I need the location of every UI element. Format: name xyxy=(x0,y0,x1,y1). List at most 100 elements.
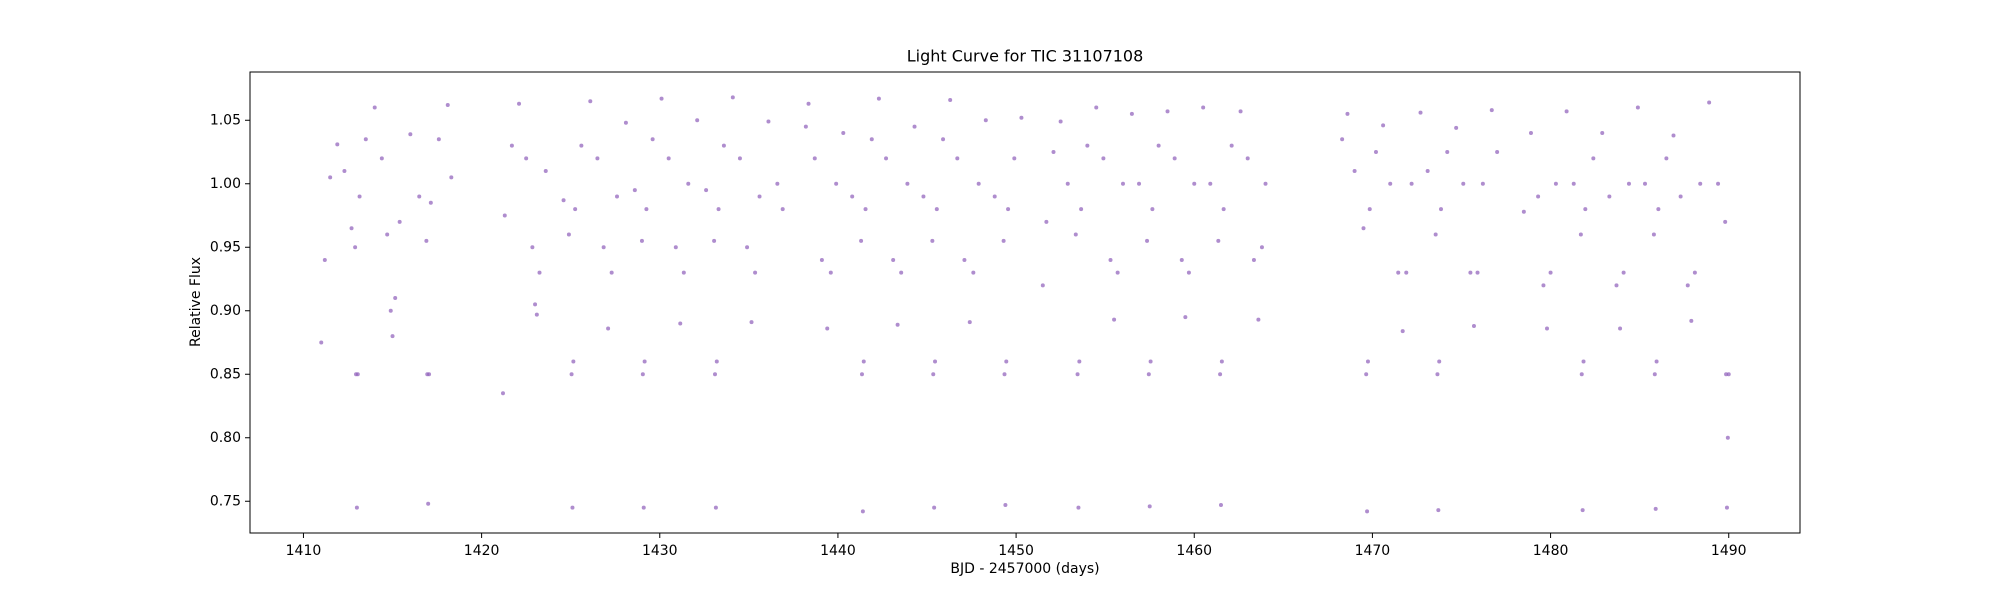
data-point xyxy=(803,124,808,129)
data-point xyxy=(1073,232,1078,237)
data-point xyxy=(1221,207,1226,212)
data-point xyxy=(841,130,846,135)
data-point xyxy=(1651,232,1656,237)
y-tick-label: 0.75 xyxy=(210,493,241,509)
data-point xyxy=(678,321,683,326)
data-point xyxy=(1409,181,1414,186)
data-point xyxy=(424,238,429,243)
data-point xyxy=(644,207,649,212)
data-point xyxy=(1044,219,1049,224)
data-point xyxy=(354,505,359,510)
data-point xyxy=(1137,181,1142,186)
data-point xyxy=(533,302,538,307)
data-point xyxy=(1115,270,1120,275)
data-point xyxy=(623,120,628,125)
data-point xyxy=(775,181,780,186)
chart-title: Light Curve for TIC 31107108 xyxy=(907,47,1144,66)
data-point xyxy=(1251,257,1256,262)
data-point xyxy=(955,156,960,161)
data-point xyxy=(1614,283,1619,288)
data-point xyxy=(1216,238,1221,243)
data-point xyxy=(931,372,936,377)
data-point xyxy=(1165,109,1170,114)
data-point xyxy=(1238,109,1243,114)
data-point xyxy=(1678,194,1683,199)
data-point xyxy=(579,143,584,148)
data-point xyxy=(1591,156,1596,161)
data-point xyxy=(1219,359,1224,364)
data-point xyxy=(1436,508,1441,513)
y-tick-label: 0.80 xyxy=(210,430,241,446)
data-point xyxy=(500,391,505,396)
data-point xyxy=(1003,503,1008,508)
data-point xyxy=(905,181,910,186)
data-point xyxy=(1373,150,1378,155)
data-point xyxy=(1454,125,1459,130)
data-point xyxy=(1626,181,1631,186)
data-point xyxy=(1388,181,1393,186)
data-point xyxy=(561,198,566,203)
data-point xyxy=(1425,169,1430,174)
data-point xyxy=(353,245,358,250)
y-axis-label: Relative Flux xyxy=(188,257,204,347)
data-point xyxy=(971,270,976,275)
data-point xyxy=(860,509,865,514)
data-point xyxy=(566,232,571,237)
data-point xyxy=(861,359,866,364)
data-point xyxy=(573,207,578,212)
data-point xyxy=(819,257,824,262)
data-point xyxy=(524,156,529,161)
data-point xyxy=(1186,270,1191,275)
y-tick-label: 1.05 xyxy=(210,112,241,128)
data-point xyxy=(1094,105,1099,110)
data-point xyxy=(976,181,981,186)
data-point xyxy=(1656,207,1661,212)
data-point xyxy=(1076,505,1081,510)
data-point xyxy=(895,322,900,327)
data-point xyxy=(1723,219,1728,224)
data-point xyxy=(534,312,539,317)
data-point xyxy=(372,105,377,110)
data-point xyxy=(863,207,868,212)
data-point xyxy=(363,137,368,142)
data-point xyxy=(1259,245,1264,250)
data-point xyxy=(891,257,896,262)
data-point xyxy=(714,359,719,364)
data-point xyxy=(716,207,721,212)
data-point xyxy=(393,296,398,301)
data-point xyxy=(1548,270,1553,275)
data-point xyxy=(1245,156,1250,161)
data-point xyxy=(1051,150,1056,155)
data-point xyxy=(1545,326,1550,331)
data-point xyxy=(319,340,324,345)
data-point xyxy=(335,142,340,147)
data-point xyxy=(1075,372,1080,377)
x-tick-label: 1410 xyxy=(286,543,322,559)
data-point xyxy=(806,101,811,106)
data-point xyxy=(686,181,691,186)
data-point xyxy=(1192,181,1197,186)
data-point xyxy=(1471,323,1476,328)
data-point xyxy=(859,372,864,377)
data-point xyxy=(1726,372,1731,377)
data-point xyxy=(641,505,646,510)
data-point xyxy=(948,97,953,102)
data-point xyxy=(766,119,771,124)
data-point xyxy=(1208,181,1213,186)
data-point xyxy=(428,200,433,205)
data-point xyxy=(537,270,542,275)
data-point xyxy=(1183,315,1188,320)
data-point xyxy=(1179,257,1184,262)
x-tick-label: 1480 xyxy=(1533,543,1569,559)
data-point xyxy=(876,96,881,101)
data-point xyxy=(322,257,327,262)
data-point xyxy=(737,156,742,161)
data-point xyxy=(828,270,833,275)
data-point xyxy=(1085,143,1090,148)
data-point xyxy=(1435,372,1440,377)
y-tick-label: 0.85 xyxy=(210,366,241,382)
data-point xyxy=(588,99,593,104)
data-point xyxy=(1367,207,1372,212)
y-tick-label: 0.95 xyxy=(210,239,241,255)
data-point xyxy=(695,118,700,123)
